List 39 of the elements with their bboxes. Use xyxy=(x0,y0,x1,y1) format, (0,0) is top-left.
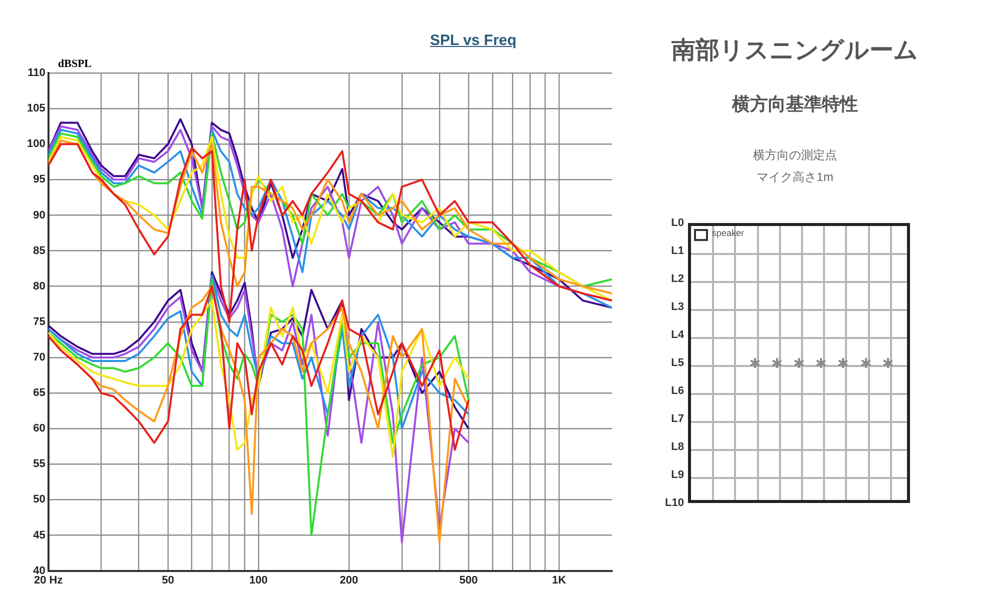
y-tick-label: 55 xyxy=(33,458,46,470)
x-tick-label: 200 xyxy=(340,574,358,586)
y-tick-label: 40 xyxy=(33,564,46,577)
y-tick-label: 85 xyxy=(33,244,46,257)
x-tick-label: 100 xyxy=(249,574,268,586)
text: L5 xyxy=(670,356,684,370)
y-tick-label: 105 xyxy=(26,102,46,115)
y-tick-label: 80 xyxy=(33,280,46,292)
x-tick-label: 20 Hz xyxy=(34,574,64,586)
text: L7 xyxy=(670,412,684,426)
y-tick-label: 100 xyxy=(26,138,46,150)
y-tick-label: 110 xyxy=(28,67,46,80)
text: 横方向基準特性 xyxy=(730,93,859,116)
text: マイク高さ1m xyxy=(756,169,834,186)
text: speaker xyxy=(712,228,744,238)
y-tick-label: 75 xyxy=(33,316,46,328)
text: L8 xyxy=(670,440,684,454)
y-axis-title: dBSPL xyxy=(58,58,92,70)
chart-title: SPL vs Freq xyxy=(430,32,516,49)
y-tick-label: 45 xyxy=(33,529,46,542)
text: L9 xyxy=(670,468,684,482)
y-tick-label: 95 xyxy=(33,174,46,186)
text: 横方向の測定点 xyxy=(752,147,838,164)
text: L2 xyxy=(670,272,684,286)
y-tick-label: 65 xyxy=(33,387,46,400)
y-tick-label: 70 xyxy=(33,351,46,364)
x-tick-label: 1K xyxy=(552,574,566,586)
text: L3 xyxy=(670,300,684,314)
text: L0 xyxy=(670,216,684,230)
text: L6 xyxy=(670,384,684,398)
y-tick-label: 60 xyxy=(33,422,46,435)
x-tick-label: 50 xyxy=(162,574,174,586)
y-tick-label: 50 xyxy=(33,494,46,506)
text: L1 xyxy=(670,244,684,258)
x-tick-label: 500 xyxy=(459,574,478,586)
text: L10 xyxy=(664,496,684,510)
text: 南部リスニングルーム xyxy=(670,36,920,66)
text: L4 xyxy=(670,328,684,342)
y-tick-label: 90 xyxy=(33,209,46,222)
